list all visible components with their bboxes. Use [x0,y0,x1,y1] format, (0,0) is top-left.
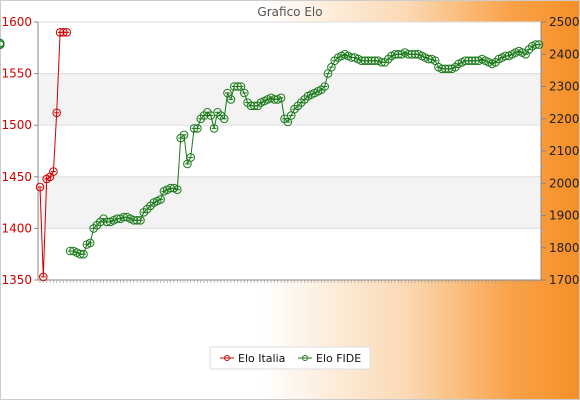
x-axis-ticks [39,280,540,283]
data-point [173,185,182,194]
data-point [283,117,293,127]
right-tick-label: 2100 [549,144,580,158]
data-point [320,82,330,91]
legend-box [209,346,371,370]
left-tick-label: 1600 [1,15,32,29]
data-point [62,28,72,37]
left-tick-label: 1450 [1,170,32,184]
data-point [209,124,219,133]
data-point [156,195,165,204]
plot-background [38,22,541,280]
data-point [35,182,45,192]
data-point [136,216,145,225]
data-point [52,108,62,118]
plot-band [38,22,541,74]
right-tick-label: 1900 [549,209,580,223]
right-tick-label: 1800 [549,241,580,255]
plot-band [38,73,541,126]
data-point [219,114,229,124]
right-tick-label: 2300 [549,80,580,94]
data-point [49,167,58,176]
legend-swatch-marker [302,355,308,361]
left-tick-label: 1550 [1,67,32,81]
data-point [534,40,544,49]
left-tick-label: 1400 [1,221,32,235]
data-point [179,130,189,140]
series-layer [0,28,544,282]
chart-title: Grafico Elo [257,5,322,19]
left-tick-label: 1500 [1,118,32,132]
legend-label: Elo FIDE [316,352,361,365]
legend-swatch-marker [224,355,230,361]
data-point [276,93,286,103]
data-point [236,82,246,91]
plot-band [38,125,541,177]
data-point [226,95,236,104]
left-axis-ticks: 1350 1400 1450 1500 1550 1600 [1,15,38,287]
plot-band [38,228,541,280]
legend-label: Elo Italia [238,352,285,365]
plot-band [38,176,541,229]
data-point [0,38,5,48]
legend: Elo Italia Elo FIDE [209,346,371,370]
right-tick-label: 2400 [549,47,580,61]
data-point [206,111,216,120]
data-point [240,88,249,98]
data-point [186,153,195,162]
data-point [79,249,88,259]
left-tick-label: 1350 [1,273,32,287]
right-tick-label: 2500 [549,15,580,29]
data-point [193,124,202,133]
right-tick-label: 2200 [549,112,580,126]
right-tick-label: 1700 [549,273,580,287]
right-axis-ticks: 1700 1800 1900 2000 2100 2200 2300 2400 2500 [541,15,580,287]
right-tick-label: 2000 [549,176,580,190]
data-point [85,238,95,248]
